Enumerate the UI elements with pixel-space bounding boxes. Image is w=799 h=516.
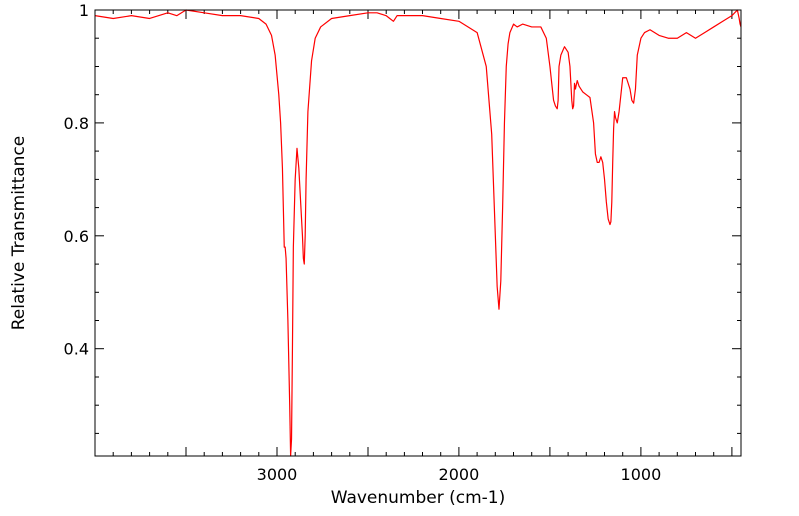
x-tick-label: 3000 [257,465,298,484]
ticks-layer [95,9,741,456]
y-tick-label: 1 [79,1,89,20]
x-tick-label: 1000 [621,465,662,484]
y-tick-label: 0.8 [64,114,89,133]
x-axis-label: Wavenumber (cm-1) [331,488,506,508]
spectrum-line [94,9,742,457]
x-tick-label: 2000 [439,465,480,484]
y-tick-label: 0.6 [64,227,89,246]
y-tick-label: 0.4 [64,340,89,359]
series-layer [94,9,742,457]
plot-frame [94,9,742,457]
y-axis-label: Relative Transmittance [9,136,29,331]
tick-labels-layer: 3000 2000 1000 1 0.8 0.6 0.4 [64,1,662,484]
